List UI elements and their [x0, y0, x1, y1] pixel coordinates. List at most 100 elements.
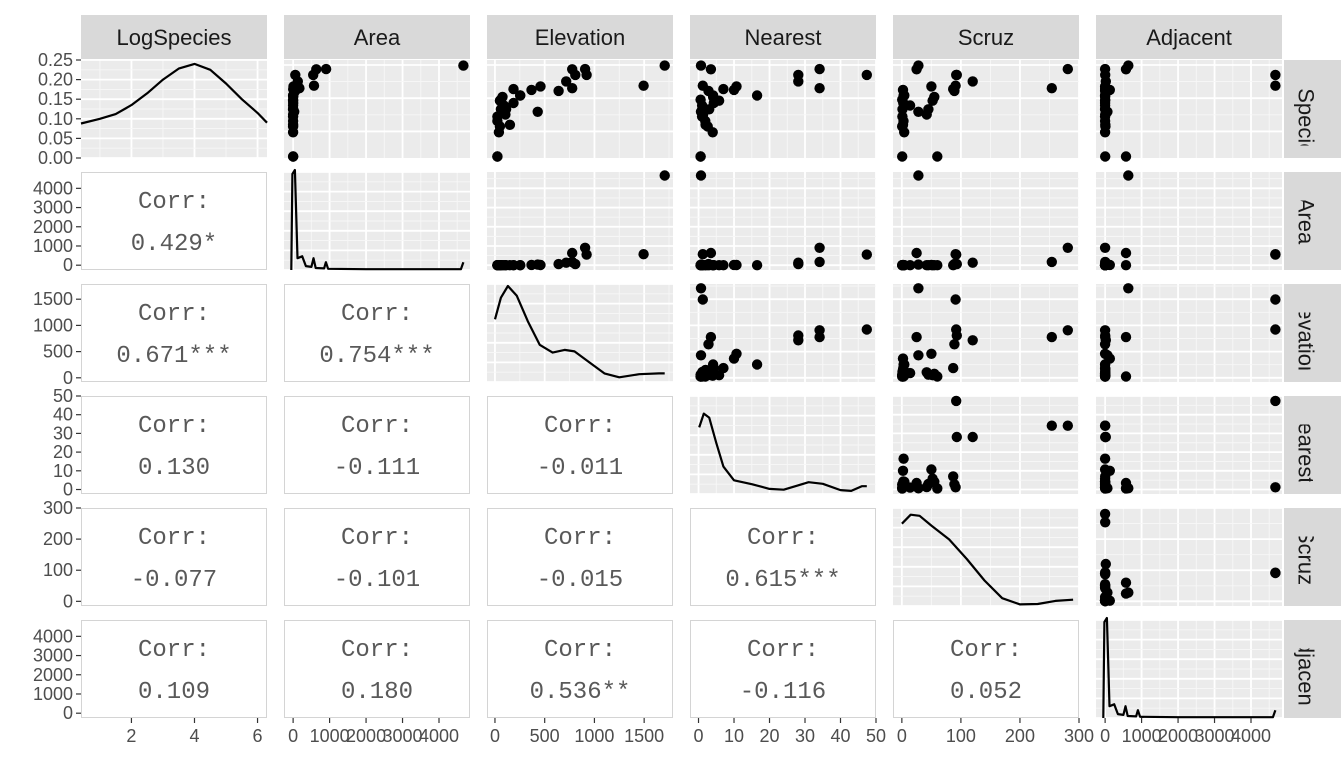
- scatter-point: [897, 151, 908, 162]
- scatter-point: [567, 83, 578, 94]
- scatter-point: [927, 473, 938, 484]
- scatter-point: [567, 64, 578, 75]
- panel-area-area: [284, 168, 470, 271]
- scatter-point: [567, 247, 578, 259]
- scatter-point: [1270, 324, 1281, 335]
- scatter-point: [1120, 247, 1132, 259]
- panel-adjacent-logspecies: Corr: 0.109: [81, 620, 267, 718]
- corr-value: 0.615***: [725, 567, 840, 594]
- scatter-point: [814, 242, 825, 253]
- corr-value: 0.671***: [116, 343, 231, 370]
- scatter-point: [532, 259, 543, 270]
- y-tick-label: 100: [43, 560, 73, 580]
- scatter-point: [932, 151, 943, 162]
- corr-value: -0.101: [334, 567, 420, 594]
- x-tick-label: 100: [946, 726, 976, 746]
- scatter-point: [731, 259, 742, 271]
- corr-value: 0.109: [138, 679, 210, 706]
- scatter-point: [926, 348, 937, 359]
- scatter-point: [1120, 331, 1132, 343]
- x-tick-label: 40: [830, 726, 850, 746]
- panel-nearest-elevation: Corr: -0.011: [487, 396, 673, 494]
- scatter-point: [1123, 587, 1134, 598]
- y-tick-label: 200: [43, 529, 73, 549]
- scatter-point: [659, 60, 670, 71]
- panel-elevation-area: Corr: 0.754***: [284, 284, 470, 382]
- scatter-point: [751, 359, 763, 370]
- scatter-point: [638, 249, 649, 260]
- x-tick-label: 1000: [574, 726, 614, 746]
- panel-logspecies-adjacent: [1096, 60, 1282, 162]
- corr-label: Corr:: [138, 301, 210, 328]
- panel-nearest-scruz: [893, 395, 1080, 494]
- scatter-point: [926, 259, 937, 271]
- scatter-point: [1270, 482, 1281, 493]
- density-line-logspecies: [80, 62, 268, 125]
- x-tick-label: 30: [795, 726, 815, 746]
- x-tick-label: 2000: [346, 726, 386, 746]
- corr-label: Corr:: [341, 637, 413, 664]
- x-tick-label: 10: [724, 726, 744, 746]
- scatter-point: [1120, 371, 1132, 382]
- scatter-point: [861, 249, 872, 260]
- scatter-point: [731, 348, 742, 359]
- x-tick-label: 500: [530, 726, 560, 746]
- scatter-point: [1099, 359, 1111, 370]
- panel-adjacent-adjacent: [1096, 616, 1282, 719]
- y-tick-label: 0.00: [38, 148, 73, 168]
- x-tick-label: 200: [1005, 726, 1035, 746]
- x-tick-label: 3000: [1195, 726, 1235, 746]
- scatter-point: [1100, 567, 1111, 578]
- corr-label: Corr:: [747, 525, 819, 552]
- scatter-point: [1100, 331, 1111, 343]
- corr-value: -0.077: [131, 567, 217, 594]
- scatter-point: [948, 362, 959, 374]
- scatter-point: [793, 330, 804, 341]
- scatter-point: [751, 260, 763, 271]
- scatter-point: [904, 367, 916, 379]
- corr-label: Corr:: [341, 413, 413, 440]
- panel-background: [284, 396, 470, 494]
- panel-elevation-scruz: [893, 283, 1080, 382]
- x-tick-label: 1500: [624, 726, 664, 746]
- corr-value: -0.015: [537, 567, 623, 594]
- scatter-point: [695, 151, 706, 162]
- scatter-point: [1062, 420, 1074, 431]
- scatter-point: [1100, 256, 1111, 268]
- scatter-point: [1099, 464, 1111, 475]
- x-tick-label: 2: [126, 726, 136, 746]
- x-tick-label: 1000: [310, 726, 350, 746]
- scatter-point: [695, 106, 707, 118]
- scatter-point: [703, 258, 714, 270]
- scatter-point: [1046, 331, 1058, 343]
- scatter-point: [1062, 242, 1074, 253]
- x-tick-label: 300: [1064, 726, 1094, 746]
- scatter-point: [814, 256, 825, 268]
- scatter-point: [921, 481, 932, 493]
- scatter-point: [1046, 420, 1058, 431]
- scatter-point: [927, 95, 938, 106]
- scatter-point: [579, 63, 591, 75]
- scatter-point: [751, 90, 763, 101]
- scatter-point: [1120, 577, 1132, 588]
- scatter-point: [921, 109, 932, 120]
- strip-right-label-logspecies: LogSpecies: [1294, 52, 1319, 167]
- corr-label: Corr:: [138, 637, 210, 664]
- corr-label: Corr:: [544, 525, 616, 552]
- strip-right-nearest: [1284, 396, 1341, 494]
- scatter-point: [1099, 479, 1111, 490]
- corr-label: Corr:: [544, 637, 616, 664]
- strip-right-label-elevation: Elevation: [1294, 288, 1319, 379]
- strip-label-elevation: Elevation: [535, 25, 626, 50]
- scatter-point: [1100, 83, 1111, 94]
- scatter-point: [697, 249, 708, 260]
- strip-label-nearest: Nearest: [744, 25, 821, 50]
- panel-background: [690, 60, 876, 158]
- strip-label-logspecies: LogSpecies: [117, 25, 232, 50]
- scatter-point: [951, 395, 962, 407]
- y-tick-label: 30: [53, 423, 73, 443]
- scatter-point: [967, 257, 978, 268]
- scatter-point: [814, 63, 825, 75]
- scatter-point: [561, 76, 572, 87]
- y-tick-label: 0.20: [38, 70, 73, 90]
